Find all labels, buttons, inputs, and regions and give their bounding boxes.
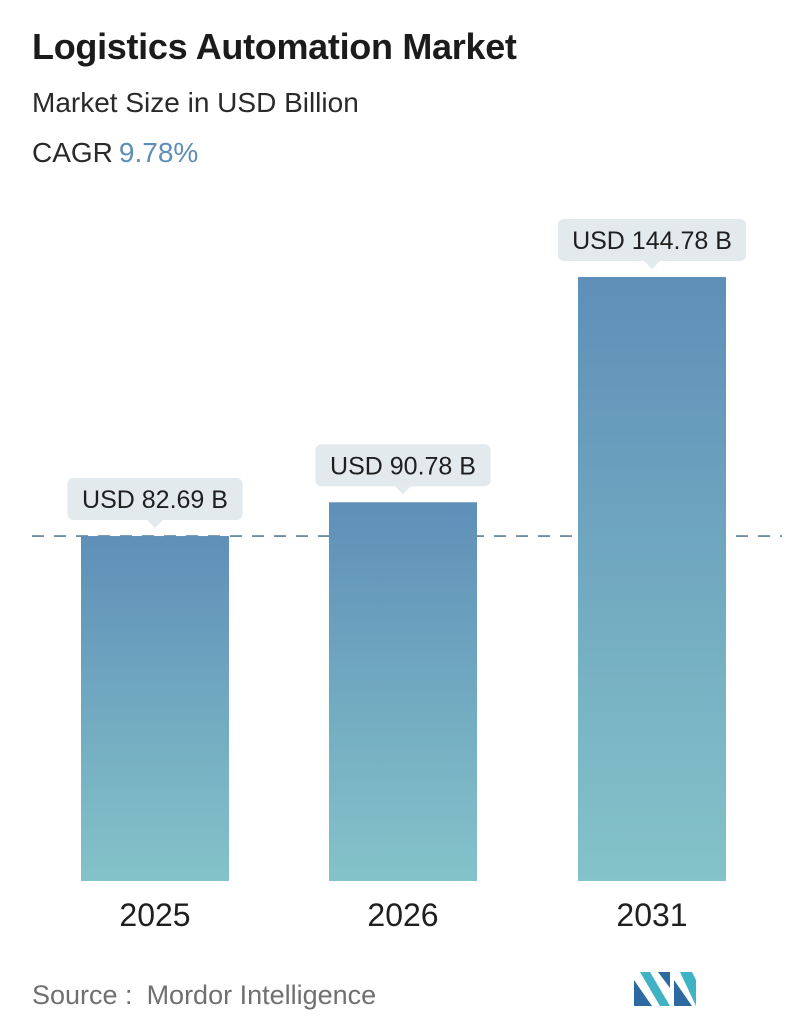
- x-tick-label: 2025: [119, 897, 190, 933]
- value-label: USD 90.78 B: [330, 452, 476, 480]
- cagr-line: CAGR 9.78%: [32, 137, 198, 169]
- value-label: USD 144.78 B: [572, 227, 732, 255]
- cagr-value: 9.78%: [118, 137, 199, 168]
- bar-2026: [329, 502, 477, 881]
- chart-subtitle: Market Size in USD Billion: [32, 87, 359, 118]
- value-label-pointer: [644, 261, 660, 269]
- bar-2025: [81, 536, 229, 881]
- value-label: USD 82.69 B: [82, 486, 228, 514]
- x-tick-label: 2026: [367, 897, 438, 933]
- value-label-bubble: [557, 219, 747, 261]
- bar-2031: [578, 277, 726, 881]
- chart-title: Logistics Automation Market: [32, 26, 517, 67]
- value-label-pointer: [147, 520, 163, 529]
- cagr-label: CAGR: [32, 137, 113, 168]
- bar-chart: USD 82.69 B 2025 USD 90.78 B 2026 USD 144.78…: [32, 219, 782, 933]
- mordor-logo-icon: [634, 972, 696, 1006]
- x-tick-label: 2031: [616, 897, 687, 933]
- value-label-pointer: [395, 486, 411, 495]
- source-label: Source :: [32, 980, 133, 1010]
- value-label-bubble: [315, 444, 491, 487]
- value-label-bubble: [67, 478, 243, 521]
- source-line: Source : Mordor Intelligence: [32, 980, 376, 1011]
- source-name: Mordor Intelligence: [146, 980, 377, 1010]
